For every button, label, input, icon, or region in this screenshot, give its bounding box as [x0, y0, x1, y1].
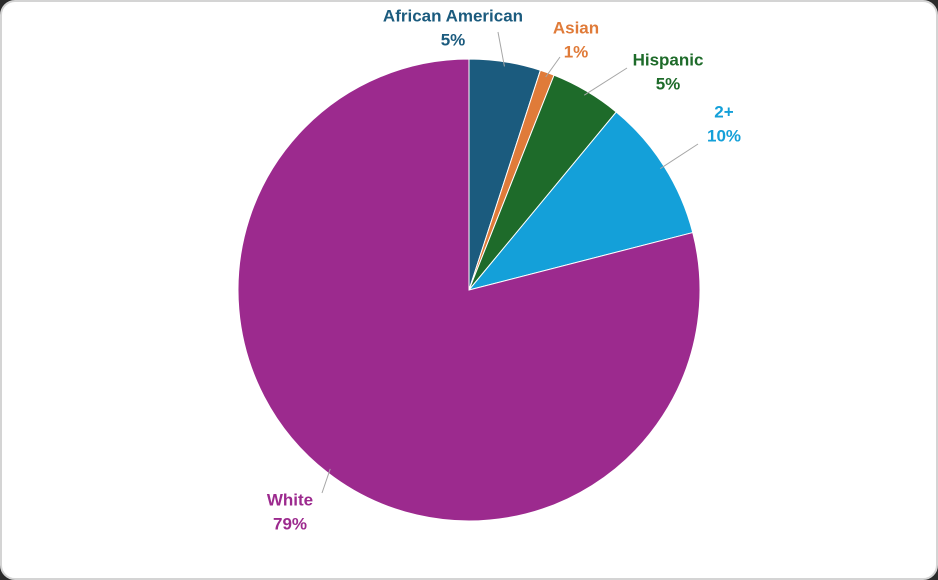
value-label: 5% [656, 74, 681, 93]
category-label: African American [383, 6, 523, 25]
leader-line [583, 67, 628, 96]
pie-slice [237, 58, 701, 522]
value-label: 79% [273, 514, 307, 533]
category-label: White [267, 490, 313, 509]
value-label: 10% [707, 126, 741, 145]
category-label: 2+ [714, 102, 733, 121]
category-label: Asian [553, 18, 599, 37]
value-label: 5% [441, 30, 466, 49]
category-label: Hispanic [633, 50, 704, 69]
leader-line [321, 468, 331, 494]
value-label: 1% [564, 42, 589, 61]
leader-line [497, 31, 505, 67]
leader-line [659, 143, 699, 170]
leader-line [545, 56, 561, 78]
